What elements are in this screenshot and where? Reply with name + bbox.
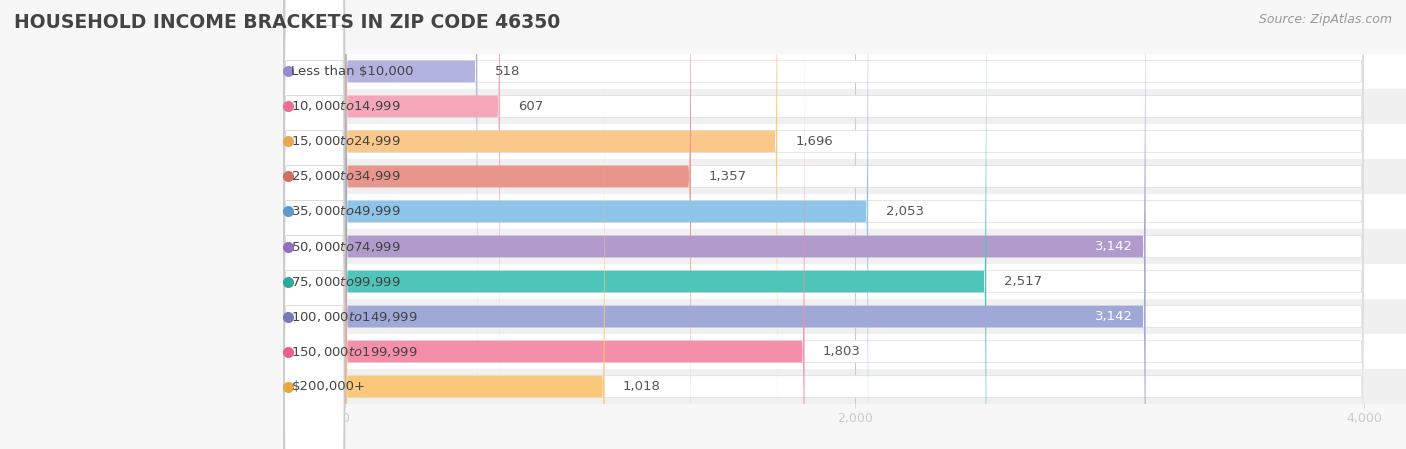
FancyBboxPatch shape <box>346 0 778 449</box>
FancyBboxPatch shape <box>346 0 1364 446</box>
Text: Source: ZipAtlas.com: Source: ZipAtlas.com <box>1258 13 1392 26</box>
FancyBboxPatch shape <box>294 194 1406 229</box>
Text: HOUSEHOLD INCOME BRACKETS IN ZIP CODE 46350: HOUSEHOLD INCOME BRACKETS IN ZIP CODE 46… <box>14 13 561 32</box>
FancyBboxPatch shape <box>346 0 477 411</box>
Text: 2,517: 2,517 <box>1004 275 1042 288</box>
FancyBboxPatch shape <box>346 47 605 449</box>
Text: 3,142: 3,142 <box>1095 240 1133 253</box>
FancyBboxPatch shape <box>294 264 1406 299</box>
FancyBboxPatch shape <box>284 0 344 376</box>
Text: $50,000 to $74,999: $50,000 to $74,999 <box>291 239 401 254</box>
Text: $25,000 to $34,999: $25,000 to $34,999 <box>291 169 401 184</box>
Text: Less than $10,000: Less than $10,000 <box>291 65 413 78</box>
FancyBboxPatch shape <box>284 187 344 449</box>
Text: $10,000 to $14,999: $10,000 to $14,999 <box>291 99 401 114</box>
FancyBboxPatch shape <box>346 0 1364 449</box>
FancyBboxPatch shape <box>346 0 1364 449</box>
FancyBboxPatch shape <box>294 159 1406 194</box>
FancyBboxPatch shape <box>284 82 344 449</box>
FancyBboxPatch shape <box>294 369 1406 404</box>
FancyBboxPatch shape <box>294 229 1406 264</box>
FancyBboxPatch shape <box>284 0 344 306</box>
FancyBboxPatch shape <box>294 299 1406 334</box>
Text: 1,696: 1,696 <box>794 135 832 148</box>
Text: 1,803: 1,803 <box>823 345 860 358</box>
FancyBboxPatch shape <box>346 0 501 446</box>
FancyBboxPatch shape <box>294 89 1406 124</box>
FancyBboxPatch shape <box>346 0 1364 449</box>
FancyBboxPatch shape <box>346 12 804 449</box>
FancyBboxPatch shape <box>346 0 690 449</box>
FancyBboxPatch shape <box>346 0 1364 449</box>
FancyBboxPatch shape <box>284 0 344 341</box>
Text: 2,053: 2,053 <box>886 205 924 218</box>
FancyBboxPatch shape <box>346 0 1364 411</box>
FancyBboxPatch shape <box>346 0 1364 449</box>
Text: $100,000 to $149,999: $100,000 to $149,999 <box>291 309 418 324</box>
FancyBboxPatch shape <box>294 334 1406 369</box>
Text: 1,018: 1,018 <box>623 380 661 393</box>
FancyBboxPatch shape <box>284 0 344 271</box>
Text: 1,357: 1,357 <box>709 170 747 183</box>
FancyBboxPatch shape <box>346 0 1146 449</box>
Text: $200,000+: $200,000+ <box>291 380 366 393</box>
Text: $150,000 to $199,999: $150,000 to $199,999 <box>291 344 418 359</box>
FancyBboxPatch shape <box>346 0 1364 449</box>
FancyBboxPatch shape <box>294 124 1406 159</box>
FancyBboxPatch shape <box>284 47 344 446</box>
FancyBboxPatch shape <box>346 0 1146 449</box>
FancyBboxPatch shape <box>284 12 344 411</box>
Text: $35,000 to $49,999: $35,000 to $49,999 <box>291 204 401 219</box>
FancyBboxPatch shape <box>284 152 344 449</box>
FancyBboxPatch shape <box>346 0 868 449</box>
FancyBboxPatch shape <box>346 0 986 449</box>
FancyBboxPatch shape <box>284 117 344 449</box>
Text: 607: 607 <box>517 100 543 113</box>
FancyBboxPatch shape <box>346 12 1364 449</box>
Text: $75,000 to $99,999: $75,000 to $99,999 <box>291 274 401 289</box>
Text: 3,142: 3,142 <box>1095 310 1133 323</box>
Text: $15,000 to $24,999: $15,000 to $24,999 <box>291 134 401 149</box>
FancyBboxPatch shape <box>294 54 1406 89</box>
FancyBboxPatch shape <box>346 47 1364 449</box>
Text: 518: 518 <box>495 65 520 78</box>
